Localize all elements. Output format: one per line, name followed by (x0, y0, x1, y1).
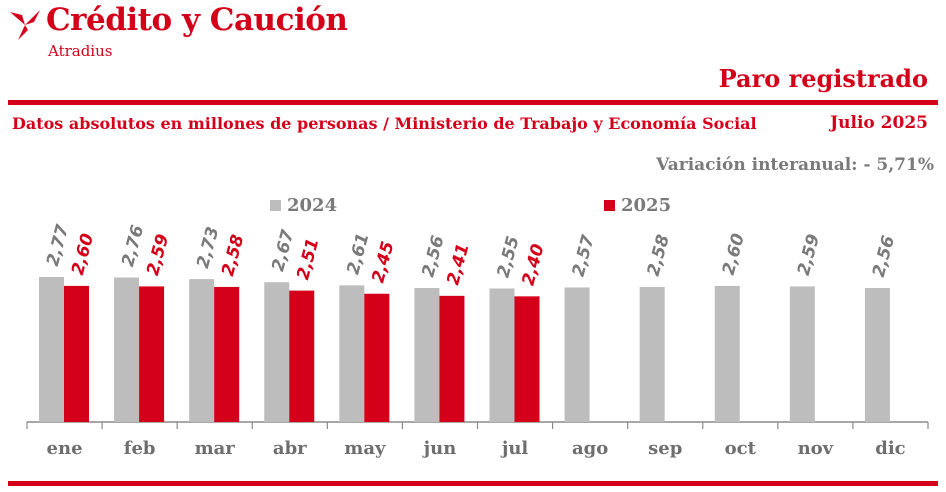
bar-2024 (414, 287, 440, 422)
bar-2025 (514, 296, 540, 422)
bar-2024 (114, 277, 140, 422)
legend-label-2025: 2025 (621, 195, 672, 216)
bar-2025 (139, 286, 165, 422)
x-tick-label: jul (500, 438, 529, 459)
bar-2025 (64, 285, 89, 422)
top-divider (8, 100, 938, 105)
data-label-2025: 2,51 (293, 236, 323, 282)
data-label-2024: 2,56 (418, 233, 448, 279)
x-tick-label: ago (572, 438, 608, 459)
x-tick-label: nov (798, 438, 834, 459)
data-label-2024: 2,60 (719, 231, 749, 277)
bar-2024 (789, 286, 815, 422)
data-label-2024: 2,77 (43, 222, 73, 268)
x-tick-label: feb (124, 438, 156, 459)
legend-label-2024: 2024 (287, 195, 338, 216)
brand-name: Crédito y Caución (46, 2, 348, 38)
bar-2024 (264, 282, 290, 422)
bar-2024 (564, 287, 590, 422)
x-tick-label: jun (422, 438, 457, 459)
x-tick-label: may (344, 438, 386, 459)
bar-2024 (489, 288, 515, 422)
data-label-2024: 2,73 (193, 225, 223, 271)
data-label-2024: 2,67 (268, 228, 298, 274)
bar-2025 (214, 286, 240, 422)
legend-item-2025: 2025 (604, 195, 671, 216)
legend-swatch-2024 (270, 200, 281, 211)
bar-2025 (364, 293, 390, 422)
data-label-2025: 2,40 (519, 242, 549, 288)
data-label-2025: 2,45 (368, 239, 398, 285)
data-label-2024: 2,55 (494, 234, 524, 280)
x-tick-label: mar (195, 438, 236, 459)
x-tick-label: ene (47, 438, 83, 459)
data-label-2025: 2,60 (68, 231, 98, 277)
data-label-2024: 2,61 (343, 231, 373, 277)
data-label-2024: 2,57 (569, 233, 599, 279)
page-title: Paro registrado (718, 64, 928, 93)
bottom-divider (8, 481, 938, 486)
data-label-2025: 2,59 (143, 232, 173, 278)
data-label-2024: 2,59 (794, 232, 824, 278)
data-label-2025: 2,58 (218, 232, 248, 278)
x-tick-label: abr (273, 438, 307, 459)
legend-swatch-2025 (604, 200, 615, 211)
bar-2024 (189, 279, 215, 422)
bar-2024 (714, 285, 740, 422)
bar-2024 (639, 286, 665, 422)
variation-label: Variación interanual: - 5,71% (656, 155, 934, 175)
x-tick-label: dic (875, 438, 905, 459)
bar-2025 (439, 295, 465, 422)
chart-subtitle: Datos absolutos en millones de personas … (12, 114, 757, 133)
bar-2025 (289, 290, 315, 422)
bar-2024 (339, 285, 365, 422)
bar-2024 (39, 276, 64, 422)
legend-item-2024: 2024 (270, 195, 337, 216)
data-label-2024: 2,56 (869, 233, 899, 279)
x-tick-label: oct (725, 438, 757, 459)
data-label-2025: 2,41 (443, 241, 473, 287)
logo-icon (10, 10, 40, 40)
report-date: Julio 2025 (830, 113, 928, 133)
data-label-2024: 2,58 (644, 232, 674, 278)
bar-2024 (864, 287, 890, 422)
x-tick-label: sep (648, 438, 682, 459)
data-label-2024: 2,76 (118, 223, 148, 269)
brand-subtitle: Atradius (48, 42, 113, 60)
